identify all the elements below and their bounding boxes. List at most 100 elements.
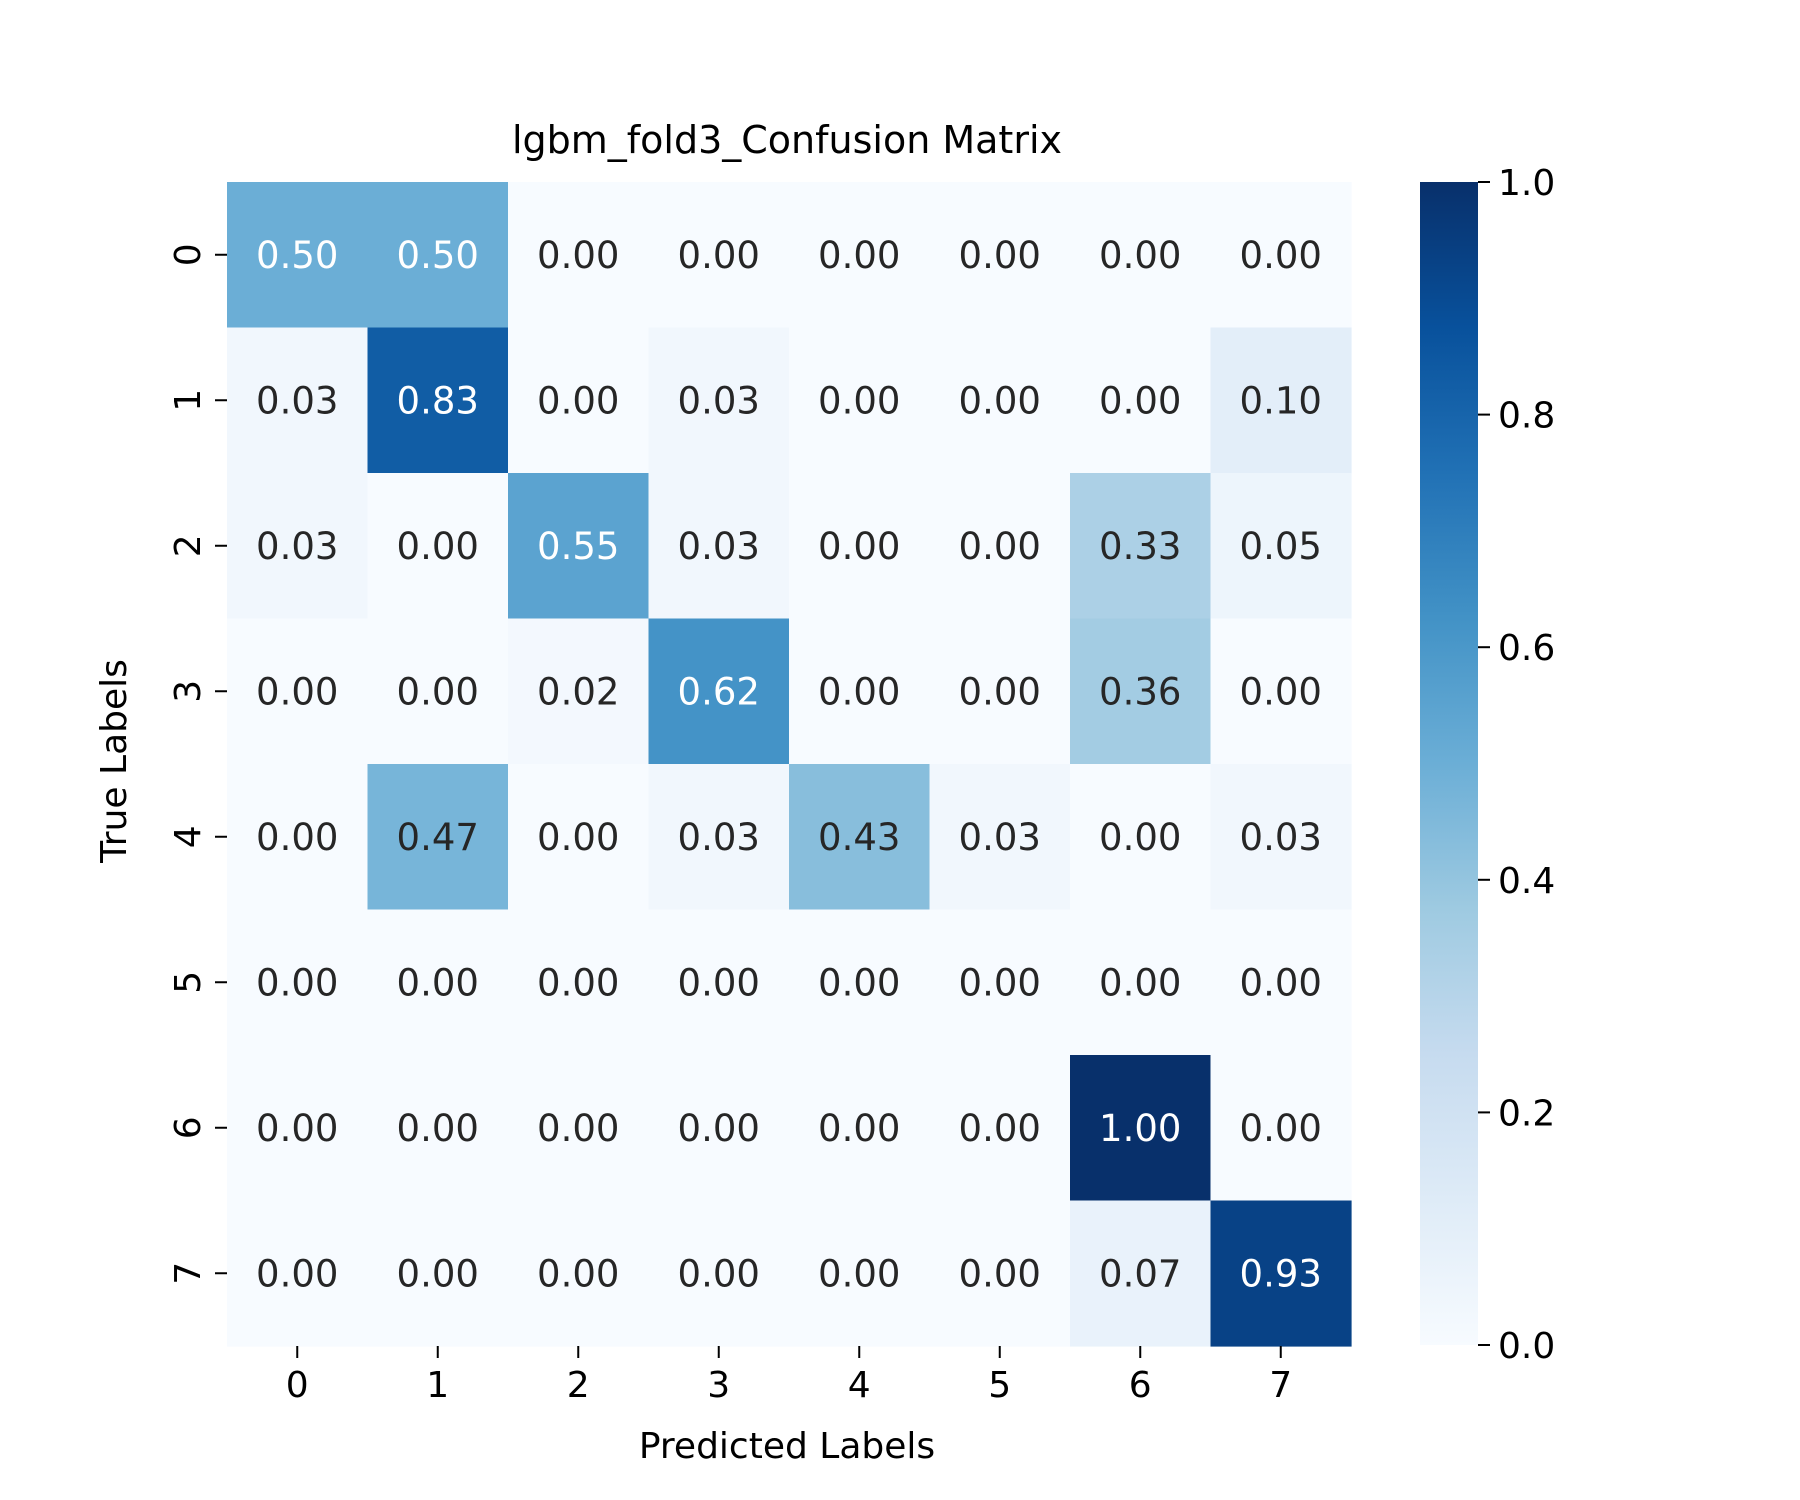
cell-value-label: 0.00: [1099, 234, 1181, 277]
cell-value-label: 0.00: [537, 379, 619, 422]
cell-value-label: 0.00: [537, 1252, 619, 1295]
cell-value-label: 0.03: [256, 525, 338, 568]
heatmap-cell: [789, 327, 931, 474]
cell-value-label: 0.03: [678, 525, 760, 568]
colorbar-tick-label: 0.2: [1498, 1093, 1555, 1134]
heatmap-cell: [1210, 473, 1352, 620]
colorbar: 0.0 0.2 0.4 0.6 0.8 1.0: [1420, 163, 1555, 1367]
y-tick-label: 2: [168, 534, 209, 557]
heatmap-cell: [1070, 473, 1212, 620]
colorbar-tick-label: 0.8: [1498, 396, 1555, 437]
heatmap-cell: [929, 1200, 1071, 1347]
heatmap-cell: [1210, 909, 1352, 1056]
cell-value-label: 0.00: [959, 379, 1041, 422]
cell-value-label: 0.07: [1099, 1252, 1181, 1295]
heatmap-cell: [1070, 327, 1212, 474]
heatmap-cell: [789, 618, 931, 765]
heatmap-cell: [648, 909, 790, 1056]
heatmap-cell: [367, 182, 509, 329]
heatmap-cell: [929, 182, 1071, 329]
heatmap-cells: [227, 182, 1352, 1347]
cell-value-label: 0.00: [818, 961, 900, 1004]
heatmap-cell: [648, 182, 790, 329]
cell-value-label: 0.00: [397, 1107, 479, 1150]
x-tick-label: 4: [848, 1365, 871, 1406]
heatmap-cell: [227, 618, 369, 765]
heatmap-cell: [929, 764, 1071, 911]
cell-value-label: 0.33: [1099, 525, 1181, 568]
heatmap-cell: [508, 1055, 650, 1202]
heatmap-cell: [789, 764, 931, 911]
heatmap-cell: [1210, 327, 1352, 474]
y-tick-label: 7: [168, 1262, 209, 1285]
cell-value-label: 0.00: [397, 670, 479, 713]
cell-value-label: 0.47: [397, 816, 479, 859]
cell-value-label: 0.55: [537, 525, 619, 568]
heatmap-cell: [508, 764, 650, 911]
chart-title: lgbm_fold3_Confusion Matrix: [512, 118, 1062, 162]
heatmap-cell: [648, 1055, 790, 1202]
cell-value-label: 0.00: [959, 1107, 1041, 1150]
cell-value-label: 0.10: [1240, 379, 1322, 422]
heatmap-cell: [367, 618, 509, 765]
cell-value-label: 0.00: [1099, 816, 1181, 859]
colorbar-gradient: [1420, 182, 1478, 1345]
cell-annotations: 0.50 0.50 0.00 0.00 0.00 0.00 0.00 0.00 0.03 0.83…: [256, 234, 1322, 1296]
cell-value-label: 0.00: [397, 525, 479, 568]
heatmap-cell: [789, 473, 931, 620]
heatmap-cell: [789, 909, 931, 1056]
heatmap-cell: [508, 618, 650, 765]
cell-value-label: 0.03: [256, 379, 338, 422]
cell-value-label: 0.00: [537, 1107, 619, 1150]
heatmap-cell: [227, 909, 369, 1056]
cell-value-label: 0.36: [1099, 670, 1181, 713]
heatmap-cell: [1210, 764, 1352, 911]
heatmap-cell: [508, 473, 650, 620]
heatmap-cell: [929, 618, 1071, 765]
heatmap-cell: [1070, 182, 1212, 329]
heatmap-cell: [648, 1200, 790, 1347]
colorbar-tick-label: 1.0: [1498, 163, 1555, 204]
heatmap-cell: [1070, 1200, 1212, 1347]
x-axis: 0 1 2 3 4 5 6 7: [286, 1346, 1292, 1406]
heatmap-cell: [648, 618, 790, 765]
heatmap-cell: [508, 327, 650, 474]
y-tick-label: 0: [168, 243, 209, 266]
heatmap-cell: [227, 327, 369, 474]
cell-value-label: 0.00: [1240, 234, 1322, 277]
heatmap-cell: [227, 182, 369, 329]
cell-value-label: 0.00: [678, 1107, 760, 1150]
cell-value-label: 0.00: [1099, 379, 1181, 422]
cell-value-label: 0.03: [678, 816, 760, 859]
cell-value-label: 0.00: [537, 234, 619, 277]
heatmap-cell: [367, 1200, 509, 1347]
cell-value-label: 0.00: [959, 525, 1041, 568]
cell-value-label: 0.00: [537, 816, 619, 859]
cell-value-label: 0.03: [959, 816, 1041, 859]
y-tick-label: 1: [168, 389, 209, 412]
cell-value-label: 0.00: [256, 816, 338, 859]
heatmap-cell: [367, 1055, 509, 1202]
heatmap-cell: [227, 473, 369, 620]
cell-value-label: 0.50: [256, 234, 338, 277]
x-tick-label: 7: [1269, 1365, 1292, 1406]
heatmap-cell: [1210, 182, 1352, 329]
cell-value-label: 0.93: [1240, 1252, 1322, 1295]
cell-value-label: 0.00: [537, 961, 619, 1004]
x-tick-label: 0: [286, 1365, 309, 1406]
heatmap-cell: [1070, 764, 1212, 911]
heatmap-cell: [789, 182, 931, 329]
heatmap-cell: [648, 327, 790, 474]
cell-value-label: 0.00: [256, 1107, 338, 1150]
heatmap-cell: [227, 1055, 369, 1202]
cell-value-label: 0.00: [1240, 670, 1322, 713]
heatmap-cell: [789, 1200, 931, 1347]
x-axis-label: Predicted Labels: [639, 1426, 935, 1467]
heatmap-cell: [929, 473, 1071, 620]
colorbar-tick-label: 0.6: [1498, 628, 1555, 669]
heatmap-cell: [929, 909, 1071, 1056]
cell-value-label: 0.00: [959, 234, 1041, 277]
cell-value-label: 0.02: [537, 670, 619, 713]
cell-value-label: 0.00: [818, 525, 900, 568]
